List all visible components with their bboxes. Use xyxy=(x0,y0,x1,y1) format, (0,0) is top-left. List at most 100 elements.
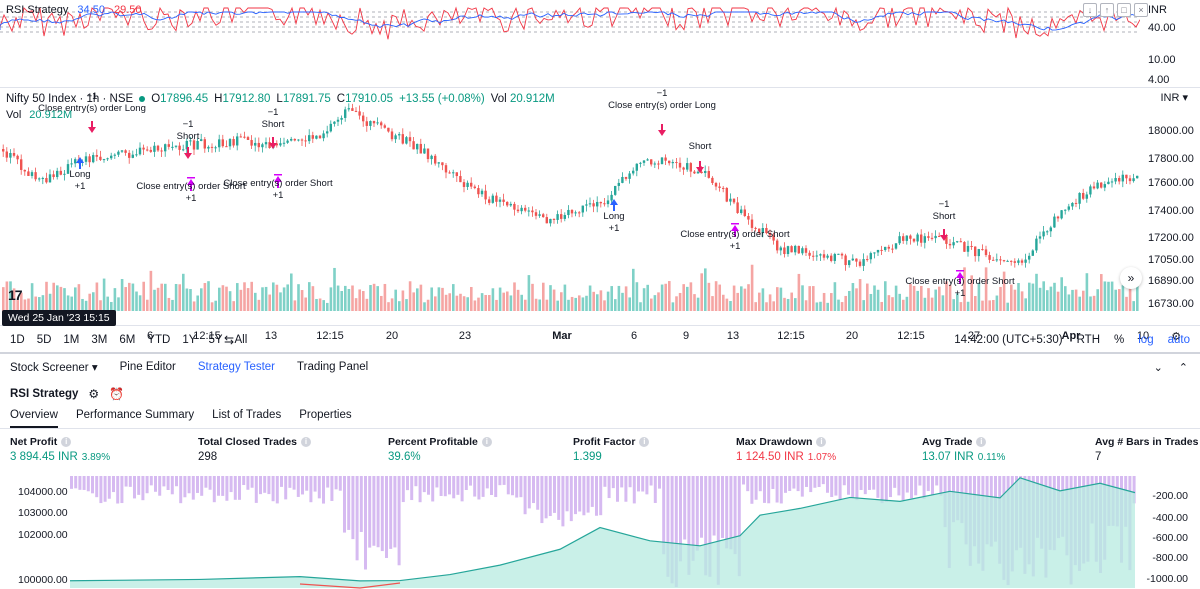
drawdown-bar xyxy=(716,476,720,585)
subtab-performance-summary[interactable]: Performance Summary xyxy=(75,409,195,421)
rth-toggle[interactable]: RTH xyxy=(1076,334,1101,346)
candle-body xyxy=(689,163,692,172)
info-icon[interactable]: i xyxy=(481,437,492,448)
volume-bar xyxy=(531,283,534,311)
drawdown-bar xyxy=(914,476,918,496)
subtab-list-of-trades[interactable]: List of Trades xyxy=(212,409,282,421)
volume-bar xyxy=(304,297,307,311)
equity-chart[interactable]: 104000.00 103000.00 102000.00 100000.00 … xyxy=(0,470,1200,589)
drawdown-bar xyxy=(422,476,426,493)
log-toggle[interactable]: log xyxy=(1138,334,1154,346)
signal-label-top: Long xyxy=(69,169,90,180)
maximize-icon[interactable]: □ xyxy=(1117,3,1131,17)
subtab-overview[interactable]: Overview xyxy=(10,409,58,428)
volume-bar xyxy=(110,301,113,311)
range-button-1m[interactable]: 1M xyxy=(63,334,80,346)
range-button-3m[interactable]: 3M xyxy=(91,334,108,346)
volume-bar xyxy=(488,295,491,311)
move-up-icon[interactable]: ↑ xyxy=(1100,3,1114,17)
collapse-panel-icon[interactable]: ⌄ xyxy=(1153,361,1163,374)
candle-body xyxy=(1128,178,1132,182)
volume-bar xyxy=(632,268,635,311)
candle-body xyxy=(660,157,664,165)
info-icon[interactable]: i xyxy=(639,437,650,448)
volume-bar xyxy=(261,287,264,311)
symbol-title[interactable]: Nifty 50 Index · 1h · NSE xyxy=(6,93,134,105)
currency-dropdown[interactable]: INR ▾ xyxy=(1160,92,1188,104)
drawdown-bar xyxy=(632,476,636,504)
drawdown-bar xyxy=(82,476,86,490)
tab-trading-panel[interactable]: Trading Panel xyxy=(297,361,369,373)
range-button-5y[interactable]: 5Y xyxy=(208,334,223,346)
signal-label-bottom: Short xyxy=(933,211,956,222)
candle-body xyxy=(545,217,548,224)
subtab-properties[interactable]: Properties xyxy=(299,409,352,421)
chart-settings-icon[interactable]: ⚙ xyxy=(1171,331,1182,343)
candle-body xyxy=(495,195,498,202)
volume-bar xyxy=(160,283,163,311)
candle-body xyxy=(956,241,959,243)
move-down-icon[interactable]: ↓ xyxy=(1083,3,1097,17)
info-icon[interactable]: i xyxy=(61,437,72,448)
trade-signal: Close entry(s) order Short+1 xyxy=(905,270,1015,299)
drawdown-bar xyxy=(616,476,619,502)
volume-bar xyxy=(916,290,919,311)
drawdown-bar xyxy=(292,476,296,490)
info-icon[interactable]: i xyxy=(816,437,827,448)
drawdown-bar xyxy=(170,476,174,495)
maximize-panel-icon[interactable]: ⌃ xyxy=(1178,361,1188,374)
tab-stock-screener[interactable]: Stock Screener ▾ xyxy=(10,360,98,374)
clock-label[interactable]: 14:42:00 (UTC+5:30) xyxy=(954,334,1063,346)
drawdown-bar xyxy=(910,476,913,499)
equity-loss-line xyxy=(299,582,401,589)
volume-bar xyxy=(650,298,653,311)
candle-body xyxy=(1042,231,1045,237)
range-button-1y[interactable]: 1Y xyxy=(182,334,197,346)
add-alert-icon[interactable]: ⏰ xyxy=(109,387,125,401)
candle-body xyxy=(1082,192,1085,199)
tab-pine-editor[interactable]: Pine Editor xyxy=(119,361,176,373)
volume-bar xyxy=(786,298,790,311)
time-axis[interactable]: 6 12:15 13 12:15 20 23 Mar 6 9 13 12:15 20 12:15 27 Ap… xyxy=(0,326,1200,348)
volume-bar xyxy=(855,288,858,311)
equity-plot xyxy=(69,476,1136,589)
main-chart-pane[interactable]: −1 Close entry(s) order Long −1 Short −1 Shor… xyxy=(0,89,1200,326)
range-button-1d[interactable]: 1D xyxy=(10,334,25,346)
range-button-ytd[interactable]: YTD xyxy=(147,334,171,346)
scroll-to-realtime-icon[interactable]: » xyxy=(1120,267,1142,289)
drawdown-bar xyxy=(532,476,535,504)
candle-body xyxy=(113,154,116,156)
info-icon[interactable]: i xyxy=(976,437,987,448)
percent-toggle[interactable]: % xyxy=(1114,334,1125,346)
signal-label-top: −1 xyxy=(87,91,98,102)
subtabs-divider xyxy=(0,428,1200,429)
date-range-icon[interactable]: ⇆ xyxy=(224,333,235,347)
rsi-pane[interactable]: RSI Strategy 34.50 29.50 ↓ ↑ □ × INR 40.… xyxy=(0,0,1200,88)
volume-bar xyxy=(358,289,361,311)
drawdown-bar xyxy=(70,476,73,489)
arrow-up-icon xyxy=(76,157,84,169)
candle-body xyxy=(232,139,235,146)
price-axis-label: 17600.00 xyxy=(1148,177,1194,189)
drawdown-bar xyxy=(729,476,733,550)
close-icon[interactable]: × xyxy=(1134,3,1148,17)
drawdown-bar xyxy=(481,476,485,497)
candle-body xyxy=(491,195,494,203)
time-axis-label: Apr xyxy=(1061,330,1081,342)
candle-body xyxy=(592,203,595,207)
candle-body xyxy=(308,135,311,142)
tradingview-logo-icon[interactable]: 17 xyxy=(8,287,23,303)
info-icon[interactable]: i xyxy=(301,437,311,448)
tab-strategy-tester[interactable]: Strategy Tester xyxy=(197,361,276,373)
panel-divider[interactable] xyxy=(0,352,1200,354)
volume-bar xyxy=(210,302,214,311)
candle-body xyxy=(239,136,242,138)
auto-toggle[interactable]: auto xyxy=(1167,334,1190,346)
range-button-5d[interactable]: 5D xyxy=(36,334,52,346)
candle-body xyxy=(34,172,37,180)
range-button-6m[interactable]: 6M xyxy=(119,334,136,346)
range-button-all[interactable]: All xyxy=(234,334,248,346)
drawdown-bar xyxy=(855,476,859,501)
settings-icon[interactable]: ⚙ xyxy=(88,387,100,401)
